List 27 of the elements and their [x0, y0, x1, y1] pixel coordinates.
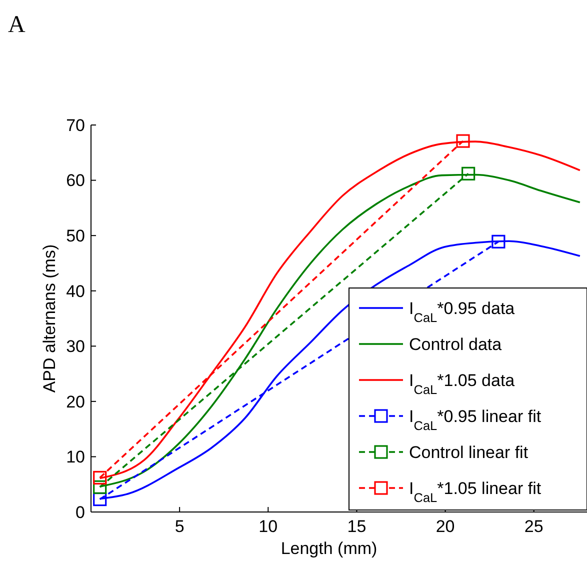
y-axis-title: APD alternans (ms) [40, 244, 59, 393]
y-tick-label: 60 [66, 171, 85, 190]
y-tick-label: 50 [66, 226, 85, 246]
point [456, 134, 470, 148]
y-tick-label: 70 [66, 116, 85, 135]
legend-label: Control linear fit [409, 442, 528, 462]
x-tick-label: 20 [436, 517, 455, 536]
x-tick-label: 10 [258, 517, 278, 536]
legend-label: Control data [409, 334, 502, 354]
y-tick-label: 40 [66, 282, 85, 301]
point [93, 470, 107, 485]
x-tick-label: 5 [174, 517, 184, 536]
legend-label: I$_{CaL}$*0.95 data [409, 298, 516, 324]
point [492, 234, 506, 248]
y-tick-label: 20 [66, 392, 85, 412]
y-tick-label: 30 [66, 337, 85, 356]
legend-label: I$_{CaL}$*1.05 data [409, 370, 516, 396]
legend-label: I$_{CaL}$*0.95 linear fit [409, 406, 542, 432]
x-tick-label: 25 [524, 517, 544, 536]
point [462, 166, 476, 180]
point [93, 480, 107, 494]
chart-title: A [8, 12, 26, 38]
x-axis-title: Length (mm) [280, 539, 378, 558]
x-tick-label: 15 [347, 517, 366, 536]
y-tick-label: 10 [66, 448, 85, 467]
y-tick-label: 0 [76, 502, 85, 522]
legend-label: I$_{CaL}$*1.05 linear fit [409, 478, 542, 504]
